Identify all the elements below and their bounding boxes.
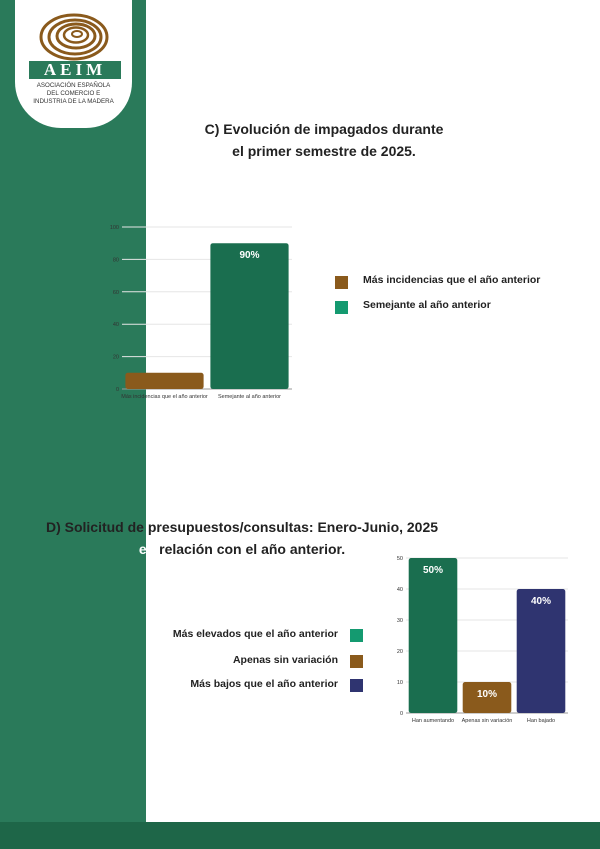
legend-label: Más bajos que el año anterior [190,678,338,690]
y-tick-label: 0 [400,711,403,717]
impagados-bar-chart: 0 20 40 60 80 100 10% Más incidencias que el añ… [110,225,292,400]
wood-rings-icon [39,13,109,61]
x-tick-label: Han aumentando [412,718,454,724]
section-c-title: C) Evolución de impagados durante el pri… [186,118,462,162]
logo: AEIM ASOCIACIÓN ESPAÑOLA DEL COMERCIO E … [15,0,132,128]
logo-caption: ASOCIACIÓN ESPAÑOLA DEL COMERCIO E INDUS… [21,82,126,107]
legend-item: Más bajos que el año anterior [150,676,363,692]
x-tick-label: Han bajado [527,718,555,724]
y-tick-label: 20 [397,649,403,655]
y-tick-label: 50 [397,556,403,562]
y-tick-label: 40 [397,587,403,593]
data-label: 10% [477,689,497,700]
y-tick-label: 100 [110,225,119,231]
y-tick-label: 60 [113,290,119,296]
side-band [0,0,146,849]
legend-label: Más incidencias que el año anterior [363,274,541,286]
x-tick-label: Más incidencias que el año anterior [121,394,208,400]
y-tick-label: 80 [113,257,119,263]
logo-caption-line: INDUSTRIA DE LA MADERA [33,98,114,106]
logo-caption-line: DEL COMERCIO E [46,90,101,98]
legend-label: Apenas sin variación [232,654,338,666]
y-tick-label: 30 [397,618,403,624]
logo-caption-line: ASOCIACIÓN ESPAÑOLA [36,82,111,89]
data-label: 40% [531,596,551,607]
y-tick-label: 0 [116,387,119,393]
legend-swatch [350,629,363,642]
data-label: 10% [154,361,174,372]
section-c-title-line: C) Evolución de impagados durante [204,121,444,137]
y-tick-label: 10 [397,680,403,686]
bar [516,589,566,713]
legend-swatch [335,276,348,289]
data-label: 50% [423,565,443,576]
section-d-title-line2-prefix: en [138,541,156,557]
bar [125,372,204,389]
y-tick-label: 20 [113,355,119,361]
y-tick-label: 40 [113,322,119,328]
data-label: 90% [239,250,259,261]
logo-wordmark: AEIM [29,61,121,79]
x-tick-label: Semejante al año anterior [218,394,281,400]
legend-swatch [350,679,363,692]
presupuestos-bar-chart: 0 10 20 30 40 50 50% Han aumentando 10% Apenas si… [397,556,568,724]
legend-label: Más elevados que el año anterior [172,628,338,640]
bottom-band [0,822,600,849]
bar [408,558,458,713]
bar [462,682,512,713]
legend-label: Semejante al año anterior [363,299,491,311]
bar [210,243,289,389]
legend-item: Apenas sin variación [150,652,363,668]
section-d-title: D) Solicitud de presupuestos/consultas: … [25,516,459,560]
section-d-title-line2-suffix: relación con el año anterior. [155,541,346,557]
legend-item: Más elevados que el año anterior [150,626,363,642]
legend-swatch [335,301,348,314]
section-d-title-line: en relación con el año anterior. [25,538,459,560]
section-d-title-prefix: D) Solicitud de p [45,519,157,535]
section-d-title-line: D) Solicitud de presupuestos/consultas: … [25,516,459,538]
x-tick-label: Apenas sin variación [462,718,513,724]
section-c-title-line: el primer semestre de 2025. [232,143,416,159]
legend-swatch [350,655,363,668]
section-d-title-suffix: resupuestos/consultas: Enero-Junio, 2025 [156,519,439,535]
